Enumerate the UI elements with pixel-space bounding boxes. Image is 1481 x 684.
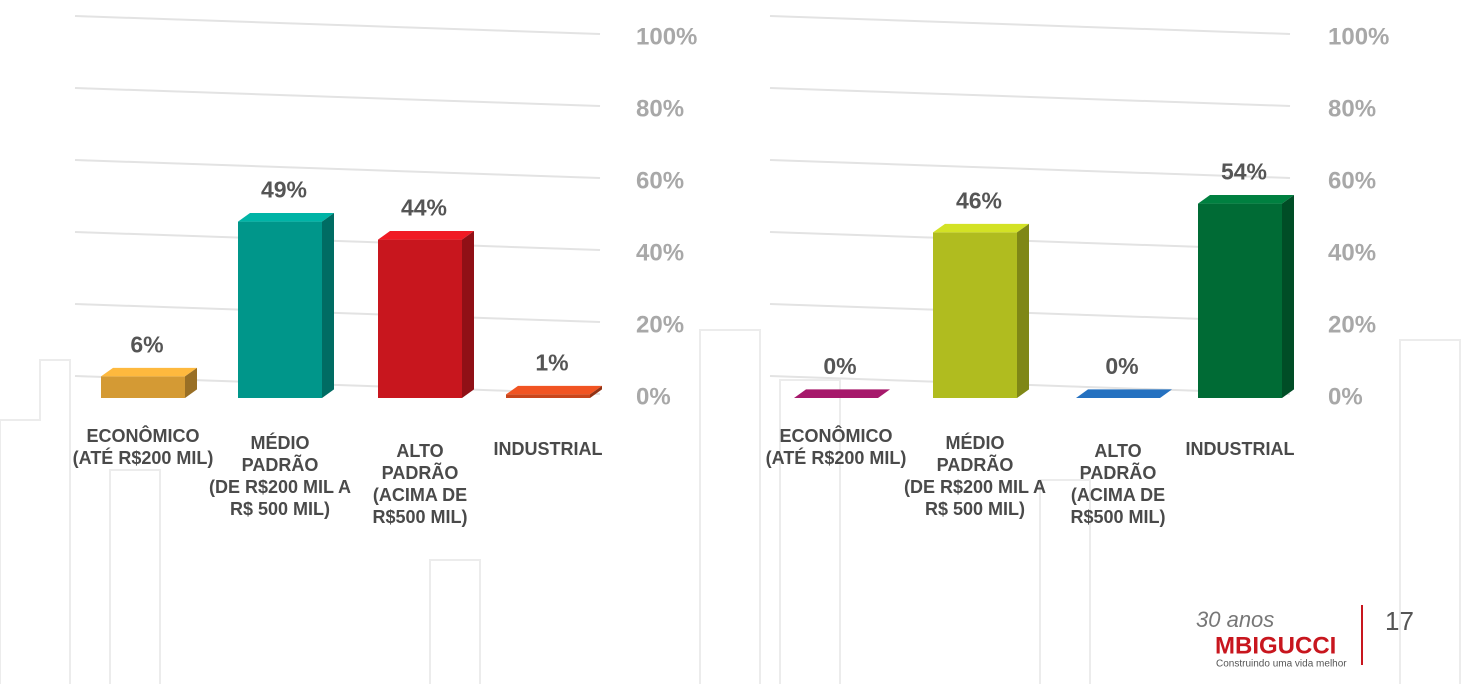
value-label: 44% bbox=[401, 195, 447, 221]
x-tick-label: MÉDIO bbox=[250, 432, 309, 453]
value-label: 1% bbox=[535, 349, 568, 375]
x-tick-label: R$ 500 MIL) bbox=[230, 499, 330, 519]
value-label: 6% bbox=[130, 331, 163, 357]
grid-line bbox=[769, 87, 1291, 107]
bar bbox=[506, 394, 590, 398]
bar-side bbox=[1017, 223, 1029, 398]
x-tick-label: ALTO bbox=[396, 441, 443, 461]
grid-line bbox=[74, 303, 601, 323]
y-tick-label: 0% bbox=[636, 383, 671, 410]
bar-top bbox=[1076, 389, 1172, 398]
x-tick-label: PADRÃO bbox=[242, 454, 319, 475]
bar bbox=[101, 376, 185, 398]
y-tick-label: 100% bbox=[1328, 23, 1389, 50]
y-tick-label: 60% bbox=[1328, 167, 1376, 194]
bar-top bbox=[238, 213, 334, 222]
y-tick-label: 100% bbox=[636, 23, 697, 50]
x-tick-label: ECONÔMICO bbox=[86, 425, 199, 446]
x-tick-label: (DE R$200 MIL A bbox=[904, 477, 1046, 497]
bar-top bbox=[101, 367, 197, 377]
bar bbox=[1198, 203, 1282, 398]
y-tick-label: 40% bbox=[636, 239, 684, 266]
x-tick-label: R$500 MIL) bbox=[372, 507, 467, 527]
x-tick-label: (ATÉ R$200 MIL) bbox=[73, 447, 214, 468]
y-tick-label: 80% bbox=[1328, 95, 1376, 122]
grid-line bbox=[74, 15, 601, 35]
x-tick-label: (ATÉ R$200 MIL) bbox=[766, 447, 907, 468]
x-tick-label: MÉDIO bbox=[945, 432, 1004, 453]
grid-line bbox=[74, 87, 601, 107]
bar bbox=[238, 221, 322, 398]
bar-top bbox=[378, 231, 474, 240]
y-tick-label: 20% bbox=[636, 311, 684, 338]
bar-side bbox=[185, 367, 197, 398]
x-tick-label: ECONÔMICO bbox=[779, 425, 892, 446]
grid-line bbox=[74, 159, 601, 179]
bar-side bbox=[1282, 195, 1294, 398]
bar-side bbox=[590, 385, 602, 398]
x-tick-label: R$ 500 MIL) bbox=[925, 499, 1025, 519]
bar-top bbox=[933, 223, 1029, 233]
x-tick-label: R$500 MIL) bbox=[1070, 507, 1165, 527]
bar-top bbox=[506, 385, 602, 395]
bar bbox=[378, 239, 462, 398]
x-tick-label: PADRÃO bbox=[1080, 462, 1157, 483]
bar-side bbox=[462, 231, 474, 398]
logo-brand: MBIGUCCI bbox=[1215, 632, 1336, 659]
bar-top bbox=[794, 389, 890, 398]
bar-side bbox=[322, 213, 334, 398]
bar-top bbox=[1198, 195, 1294, 204]
value-label: 54% bbox=[1221, 159, 1267, 185]
page-number: 17 bbox=[1385, 606, 1414, 636]
x-tick-label: (ACIMA DE bbox=[1071, 485, 1165, 505]
x-tick-label: (ACIMA DE bbox=[373, 485, 467, 505]
value-label: 46% bbox=[956, 187, 1002, 213]
x-tick-label: INDUSTRIAL bbox=[494, 439, 603, 459]
grid-line bbox=[769, 15, 1291, 35]
y-tick-label: 0% bbox=[1328, 383, 1363, 410]
logo: 30 anos MBIGUCCI Construindo uma vida me… bbox=[1196, 607, 1347, 670]
logo-anniversary: 30 anos bbox=[1196, 607, 1274, 632]
x-tick-label: INDUSTRIAL bbox=[1186, 439, 1295, 459]
grid-line bbox=[769, 159, 1291, 179]
x-tick-label: PADRÃO bbox=[937, 454, 1014, 475]
x-tick-label: PADRÃO bbox=[382, 462, 459, 483]
y-tick-label: 20% bbox=[1328, 311, 1376, 338]
y-tick-label: 60% bbox=[636, 167, 684, 194]
value-label: 0% bbox=[823, 353, 856, 379]
value-label: 0% bbox=[1105, 353, 1138, 379]
value-label: 49% bbox=[261, 177, 307, 203]
logo-tagline: Construindo uma vida melhor bbox=[1216, 659, 1347, 670]
y-tick-label: 40% bbox=[1328, 239, 1376, 266]
x-tick-label: ALTO bbox=[1094, 441, 1141, 461]
x-tick-label: (DE R$200 MIL A bbox=[209, 477, 351, 497]
y-tick-label: 80% bbox=[636, 95, 684, 122]
skyline-decoration bbox=[0, 329, 1461, 684]
bar bbox=[933, 232, 1017, 398]
grid-line bbox=[74, 231, 601, 251]
